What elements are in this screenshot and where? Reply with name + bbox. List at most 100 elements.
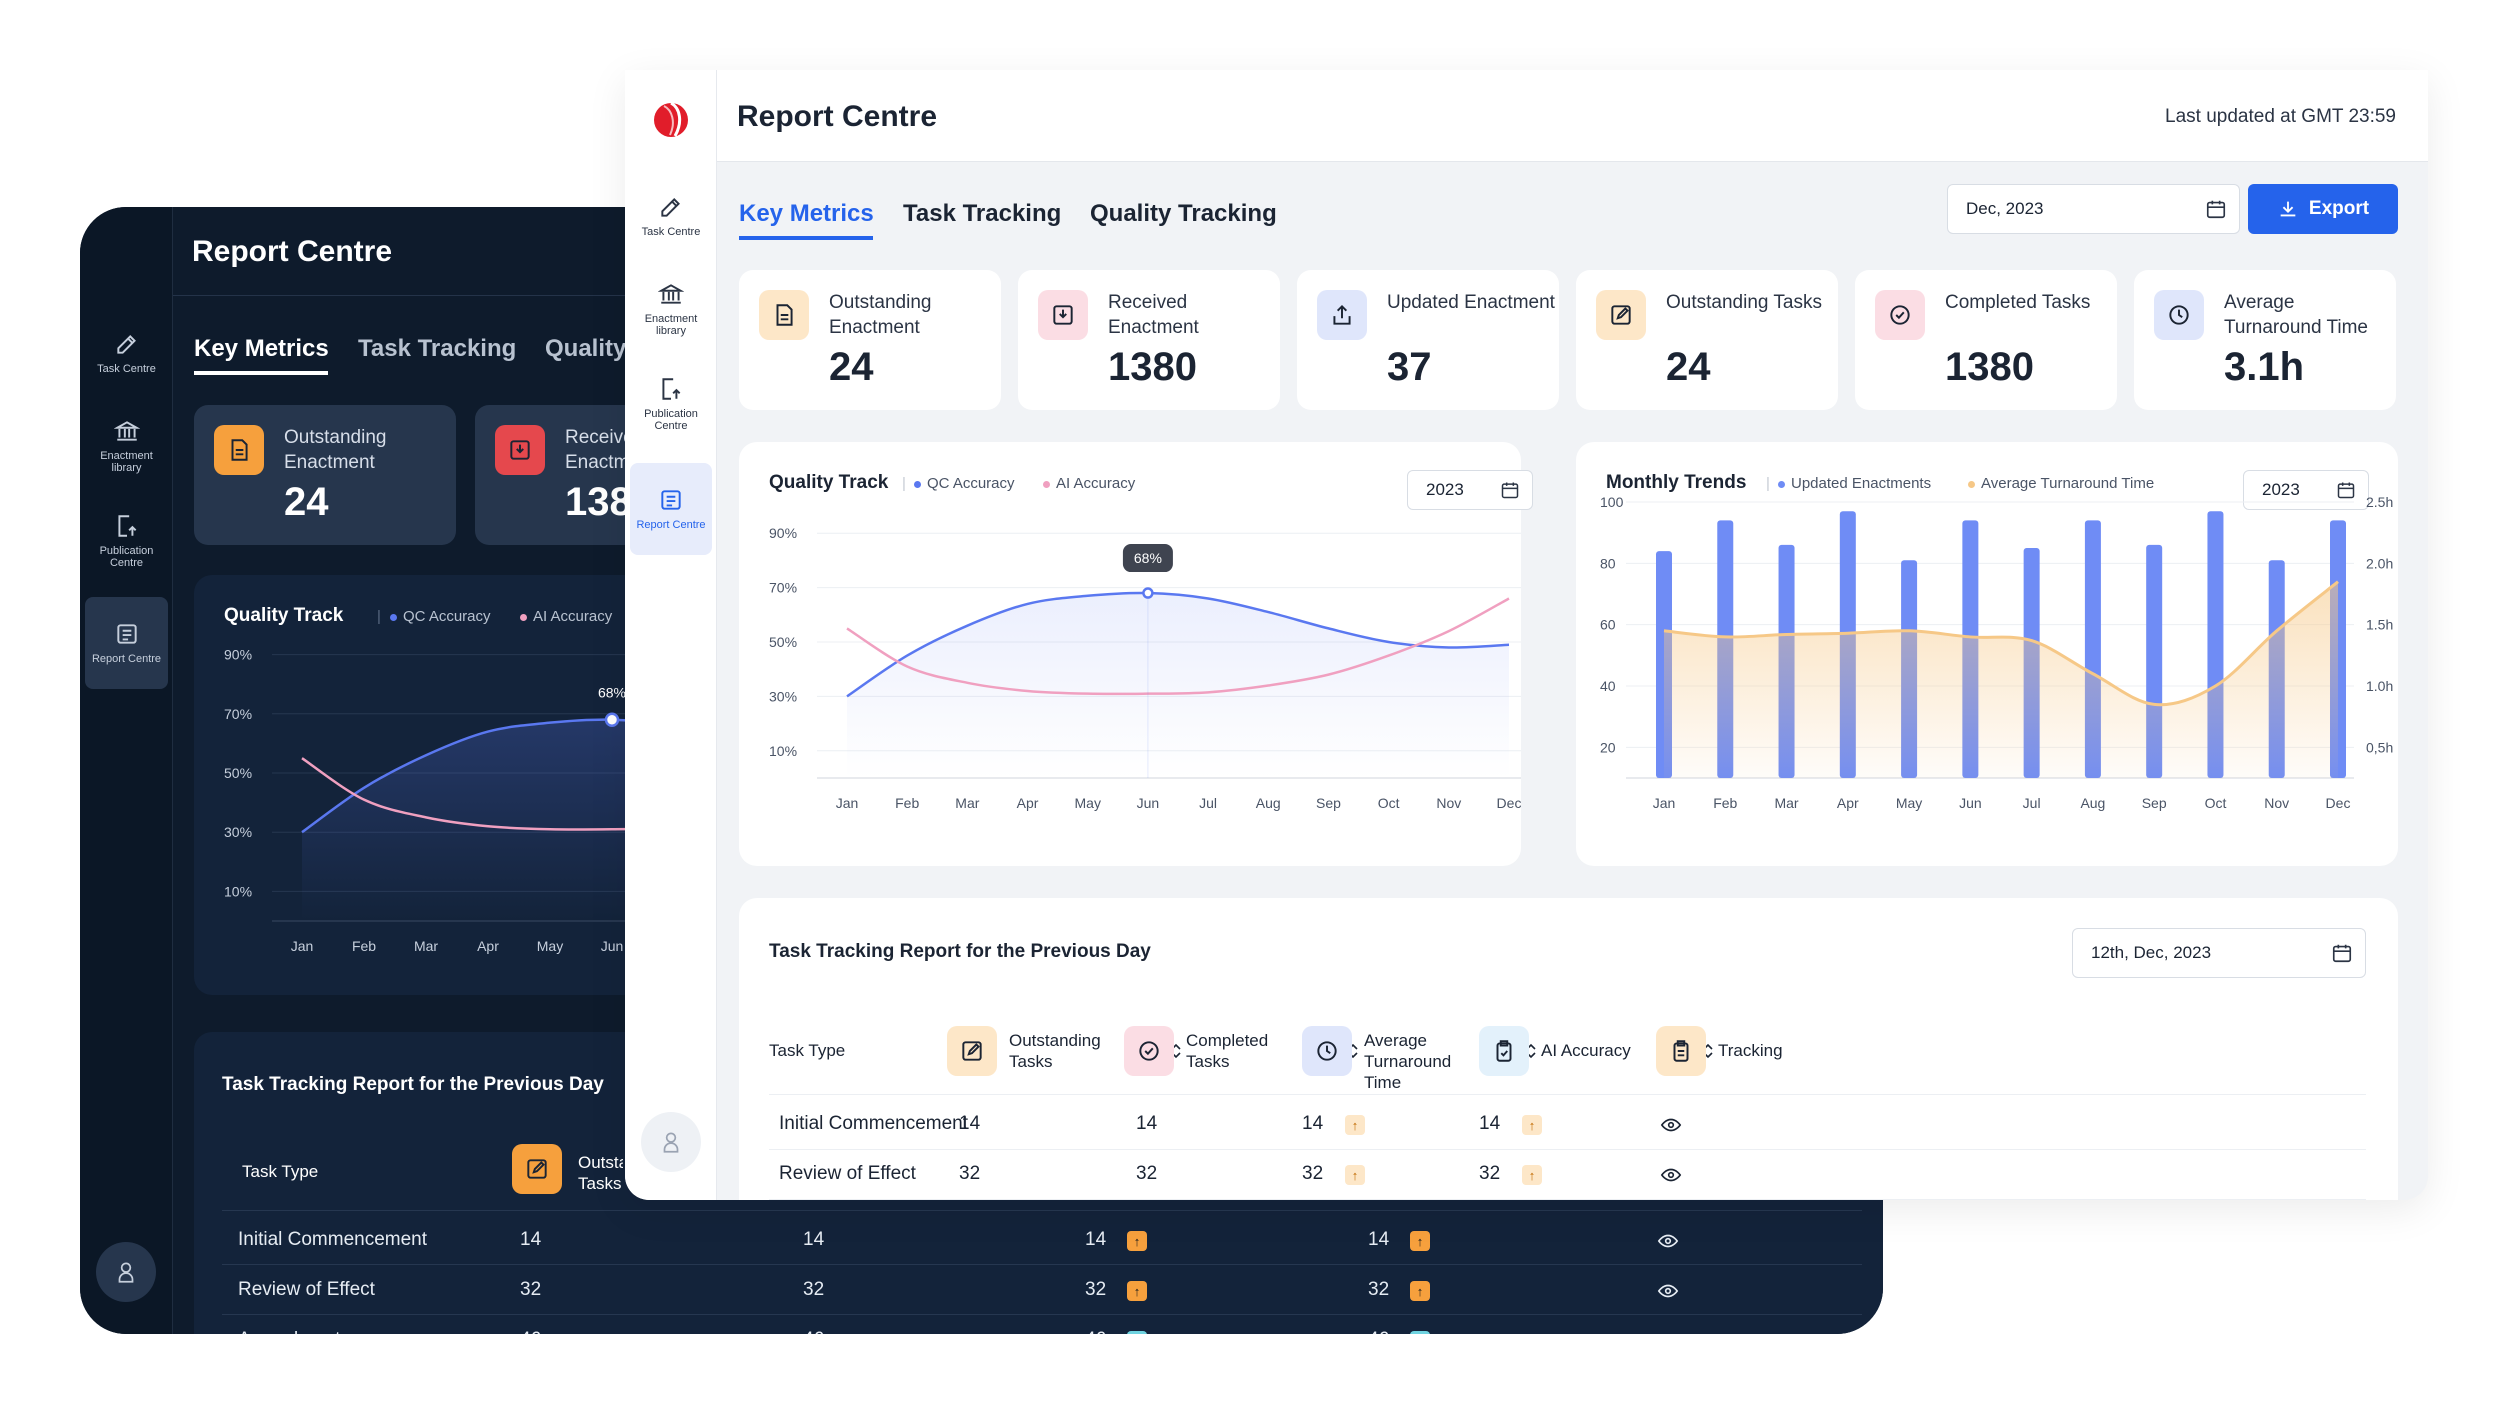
row-divider [222, 1210, 1862, 1211]
y-tick-label: 10% [224, 883, 252, 899]
metric-card: Outstanding Enactment 24 [739, 270, 1001, 410]
dark-sidebar: Task Centre Enactment library Publicatio… [80, 207, 173, 1334]
cell-outstanding: 14 [959, 1113, 981, 1134]
cell-task-type: Amendment [238, 1329, 340, 1334]
view-button[interactable] [1657, 1230, 1679, 1257]
dark-nav-label: Report Centre [91, 653, 162, 665]
user-avatar[interactable] [641, 1112, 701, 1172]
view-button[interactable] [1660, 1164, 1682, 1191]
metric-value: 1380 [1945, 345, 2034, 389]
metric-card: Updated Enactment 37 [1297, 270, 1559, 410]
dark-nav-enactment-library[interactable]: Enactment library [85, 400, 168, 492]
dark-col-outstanding: Outstanding Tasks [578, 1153, 623, 1193]
nav-report-centre[interactable]: Report Centre [630, 463, 712, 555]
x-tick-label: Apr [1017, 795, 1039, 811]
chart-title: Quality Track [769, 472, 889, 493]
qc-accuracy-line [846, 591, 1510, 698]
x-tick-label: Sep [2142, 795, 2167, 811]
brand-logo-icon [654, 101, 688, 137]
row-divider [769, 1149, 2366, 1150]
metric-value: 1380 [1108, 345, 1197, 389]
annotation-label: 68% [598, 685, 626, 701]
x-tick-label: Mar [1774, 795, 1798, 811]
x-tick-label: Aug [1256, 795, 1281, 811]
export-button[interactable]: Export [2248, 184, 2398, 234]
dark-nav-label: Task Centre [97, 363, 156, 375]
arrow-down-icon: ↓ [1127, 1331, 1147, 1334]
dark-tab-key-metrics[interactable]: Key Metrics [194, 335, 329, 362]
x-tick-label: Nov [1436, 795, 1461, 811]
legend-separator: | [1766, 475, 1770, 492]
dark-tab-task-tracking[interactable]: Task Tracking [358, 335, 517, 362]
cell-turnaround: 46 [1085, 1329, 1106, 1334]
y-tick-label: 100 [1600, 494, 1624, 510]
dark-nav-publication-centre[interactable]: Publication Centre [85, 495, 168, 587]
cell-task-type: Initial Commencement [779, 1113, 969, 1134]
col-header-label: Tracking [1718, 1041, 1783, 1060]
dark-page-title: Report Centre [192, 235, 393, 268]
export-label: Export [2308, 198, 2370, 219]
cell-outstanding: 32 [959, 1163, 981, 1184]
y2-tick-label: 0,5h [2366, 739, 2393, 755]
nav-task-centre[interactable]: Task Centre [630, 170, 712, 262]
x-tick-label: Oct [2205, 795, 2227, 811]
inbox-icon [1038, 290, 1088, 340]
report-icon [116, 624, 137, 644]
library-icon [113, 421, 140, 441]
x-tick-label: Jun [601, 938, 624, 954]
month-picker-value: Dec, 2023 [1966, 199, 2044, 218]
metric-label: Completed Tasks [1945, 292, 2091, 313]
view-button[interactable] [1657, 1330, 1679, 1334]
eye-icon [1657, 1284, 1679, 1298]
publish-icon [662, 378, 681, 400]
col-header-label: Outstanding Tasks [1009, 1031, 1101, 1071]
tab-key-metrics[interactable]: Key Metrics [739, 200, 874, 227]
cell-accuracy: 32 [1479, 1163, 1501, 1184]
y-tick-label: 40 [1600, 678, 1616, 694]
cell-turnaround: 32 [1085, 1279, 1107, 1300]
report-date-picker[interactable]: 12th, Dec, 2023 [2072, 928, 2366, 978]
dark-user-avatar[interactable] [96, 1242, 156, 1302]
y2-tick-label: 1.0h [2366, 678, 2393, 694]
calendar-icon [2206, 200, 2226, 219]
dark-chart-title: Quality Track [224, 605, 344, 626]
chart-title: Monthly Trends [1606, 472, 1747, 493]
y-tick-label: 80 [1600, 555, 1616, 571]
cell-outstanding: 46 [520, 1329, 541, 1334]
tab-underline [739, 236, 873, 240]
metric-label: Updated Enactment [1387, 292, 1555, 313]
dark-tab-underline [194, 371, 328, 375]
arrow-down-icon: ↓ [1410, 1331, 1430, 1334]
cell-outstanding: 14 [520, 1229, 542, 1250]
edit-icon [947, 1026, 997, 1076]
view-button[interactable] [1657, 1280, 1679, 1307]
month-picker[interactable]: Dec, 2023 [1947, 184, 2240, 234]
year-value: 2023 [1426, 480, 1464, 499]
cell-completed: 14 [1136, 1113, 1158, 1134]
arrow-up-icon: ↑ [1127, 1231, 1147, 1251]
cell-turnaround: 32 [1302, 1163, 1324, 1184]
cell-task-type: Initial Commencement [238, 1229, 428, 1250]
x-tick-label: Nov [2264, 795, 2289, 811]
view-button[interactable] [1660, 1114, 1682, 1141]
dark-tab-quality-tracking[interactable]: Quality [545, 335, 627, 362]
tab-quality-tracking[interactable]: Quality Tracking [1090, 200, 1277, 227]
dark-nav-task-centre[interactable]: Task Centre [85, 307, 168, 399]
metric-value: 24 [1666, 345, 1711, 389]
nav-publication-centre[interactable]: Publication Centre [630, 358, 712, 450]
qc-area-fill [847, 592, 1509, 778]
metric-value: 37 [1387, 345, 1432, 389]
dark-nav-report-centre[interactable]: Report Centre [85, 597, 168, 689]
cell-turnaround: 14 [1085, 1229, 1107, 1250]
cell-accuracy: 14 [1479, 1113, 1501, 1134]
report-icon [661, 490, 681, 510]
tab-task-tracking[interactable]: Task Tracking [903, 200, 1062, 227]
legend-separator: | [902, 475, 906, 492]
edit-icon [116, 335, 136, 354]
calendar-icon [2332, 944, 2352, 963]
year-picker[interactable]: 2023 [2243, 470, 2369, 510]
year-picker[interactable]: 2023 [1407, 470, 1533, 510]
nav-enactment-library[interactable]: Enactment library [630, 263, 712, 355]
eye-icon [1657, 1234, 1679, 1248]
legend-qc: QC Accuracy [390, 608, 491, 625]
